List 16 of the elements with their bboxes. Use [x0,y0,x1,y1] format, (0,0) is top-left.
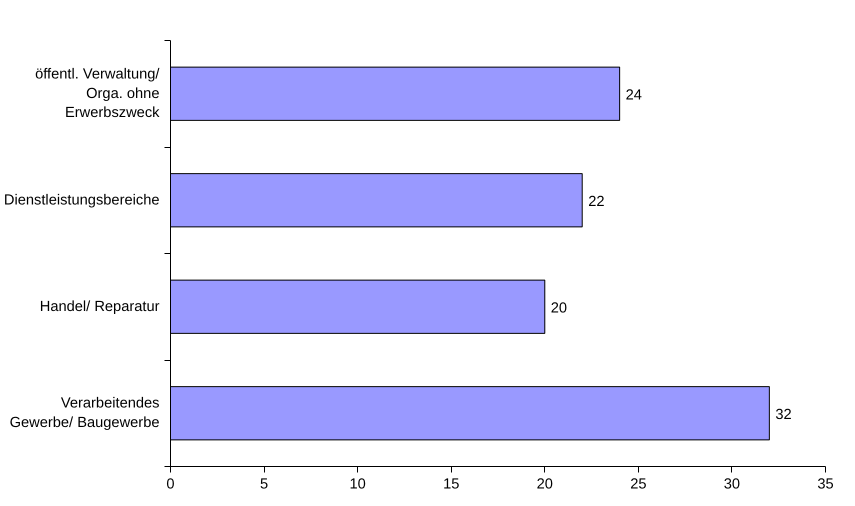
x-tick-label: 15 [443,476,460,492]
y-tick-label: öffentl. Verwaltung/ Orga. ohne Erwerbszweck [35,66,160,121]
x-tick-label: 35 [817,476,834,492]
data-label: 32 [775,406,792,423]
data-label: 24 [626,87,642,104]
y-tick-label: Verarbeitendes Gewerbe/ Baugewerbe [10,396,160,431]
y-tick-label: Handel/ Reparatur [40,298,160,315]
y-tick-label: Dienstleistungsbereiche [4,192,160,208]
data-label: 22 [588,194,605,210]
x-tick-label: 20 [536,476,553,492]
data-label: 20 [550,300,568,316]
x-tick-label: 30 [724,476,740,492]
x-tick-label: 0 [166,476,175,492]
x-tick-label: 25 [630,476,647,492]
x-tick-label: 10 [349,476,366,492]
x-tick-label: 5 [260,476,268,492]
